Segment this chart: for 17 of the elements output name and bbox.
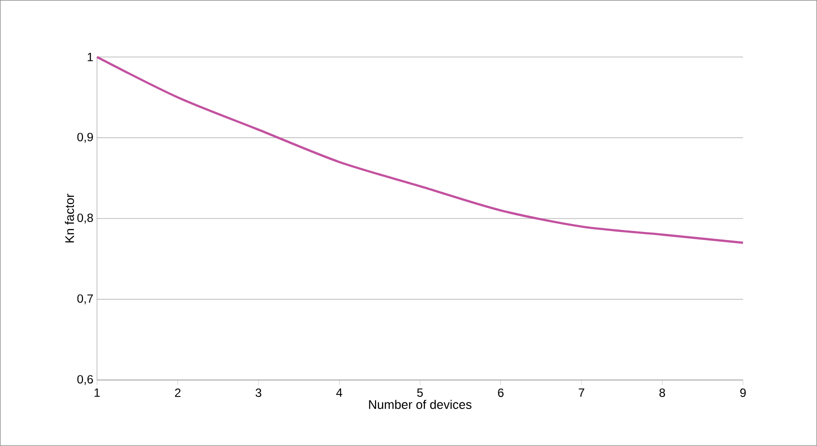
x-tick-label: 2: [175, 388, 180, 397]
y-tick-label: 0,9: [77, 132, 93, 143]
y-tick-label: 0,7: [77, 294, 93, 304]
y-tick-label: 0,6: [77, 375, 93, 385]
x-tick-label: 9: [740, 388, 746, 397]
line-series: [96, 56, 744, 244]
y-tick-label: 0,8: [77, 214, 93, 224]
x-tick-label: 5: [417, 388, 423, 397]
x-tick-label: 3: [256, 388, 262, 397]
x-tick-label: 7: [578, 388, 584, 397]
x-tick-label: 6: [498, 388, 504, 397]
x-tick-label: 8: [659, 388, 666, 397]
x-axis-title: Number of devices: [369, 400, 472, 409]
x-tick-label: 4: [336, 388, 342, 397]
y-tick-label: 1: [88, 52, 93, 62]
x-tick-label: 1: [94, 388, 100, 397]
y-axis-title: Kn factor: [64, 194, 74, 242]
